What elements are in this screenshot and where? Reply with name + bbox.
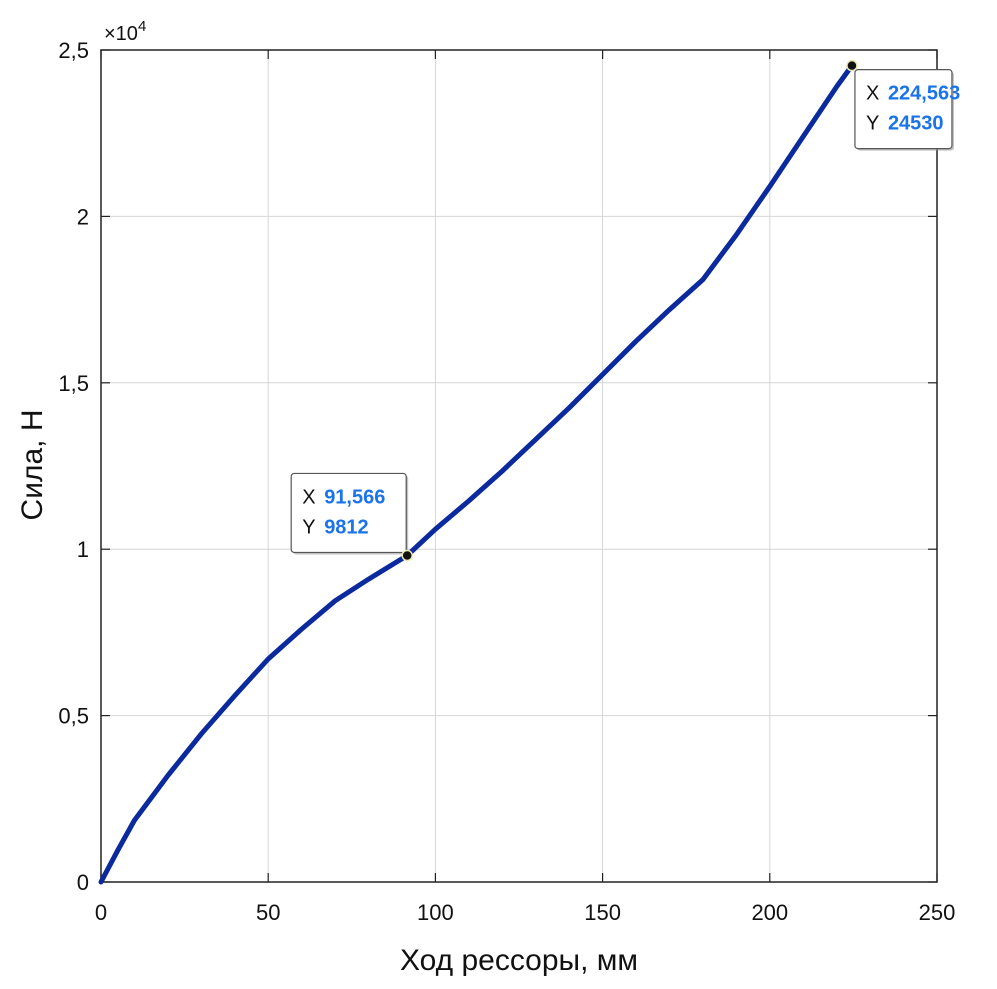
datatip: X 91,566 Y 9812 xyxy=(290,472,413,562)
x-tick-labels: 0 50 100 150 200 250 xyxy=(95,900,955,925)
x-tick-label: 0 xyxy=(95,900,107,925)
y-tick-label: 1 xyxy=(77,537,89,562)
x-axis-title: Ход рессоры, мм xyxy=(400,944,638,977)
x-tick-label: 250 xyxy=(919,900,956,925)
datatips: X 91,566 Y 9812 X 224,563 Y 24530 xyxy=(290,59,960,562)
y-exponent-power: 4 xyxy=(138,18,146,35)
datatip-y-value: 24530 xyxy=(888,113,944,135)
plot-area xyxy=(100,49,938,883)
datatip-y-key: Y xyxy=(866,113,879,135)
y-axis-title: Сила, Н xyxy=(16,410,49,521)
datatip-x-key: X xyxy=(302,486,315,508)
x-tick-label: 50 xyxy=(256,900,280,925)
x-tick-label: 100 xyxy=(417,900,454,925)
x-tick-label: 200 xyxy=(751,900,788,925)
datatip-box xyxy=(854,69,953,150)
y-tick-label: 0 xyxy=(77,870,89,895)
y-exponent-label: ×104 xyxy=(104,18,146,45)
datatip-x-key: X xyxy=(866,83,879,105)
y-tick-label: 2,5 xyxy=(58,38,89,63)
datatip-box xyxy=(290,472,407,554)
x-tick-label: 150 xyxy=(584,900,621,925)
y-tick-label: 0,5 xyxy=(58,704,89,729)
series-line xyxy=(98,63,855,885)
y-tick-labels: 0 0,5 1 1,5 2 2,5 xyxy=(58,38,89,895)
datatip-y-key: Y xyxy=(302,516,315,538)
datatip: X 224,563 Y 24530 xyxy=(846,59,960,151)
y-tick-label: 1,5 xyxy=(58,371,89,396)
y-tick-label: 2 xyxy=(77,204,89,229)
datatip-x-value: 224,563 xyxy=(888,83,960,105)
datatip-y-value: 9812 xyxy=(324,516,369,538)
datatip-marker xyxy=(401,549,413,562)
datatip-marker xyxy=(846,59,858,72)
datatip-x-value: 91,566 xyxy=(324,486,385,508)
